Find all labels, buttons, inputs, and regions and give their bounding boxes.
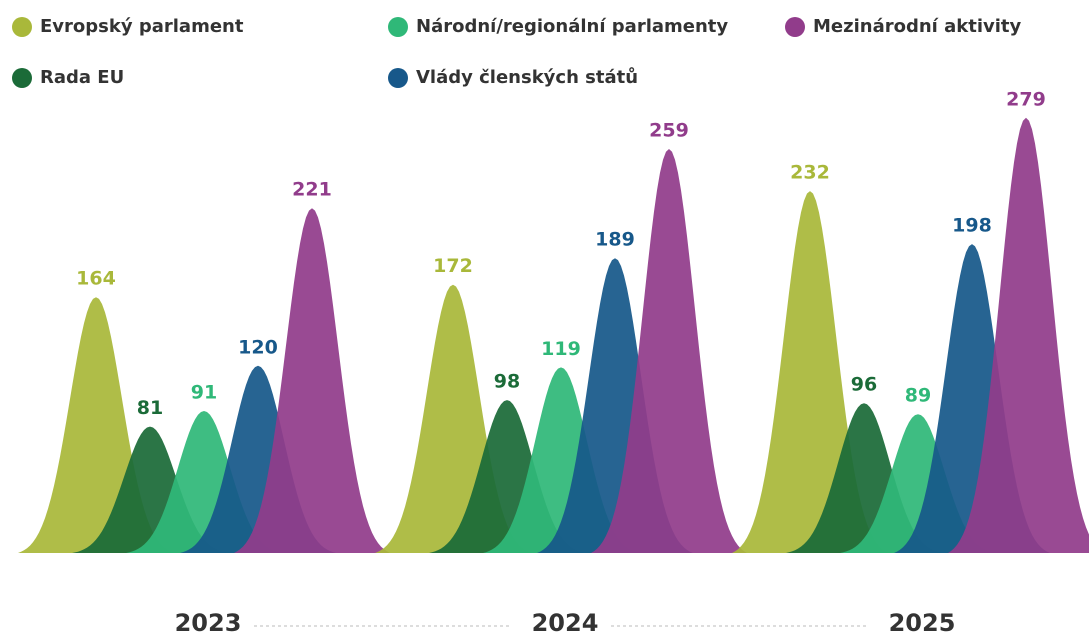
value-label: 119: [541, 338, 581, 360]
value-label: 198: [952, 215, 992, 237]
mountain: [948, 117, 1089, 553]
legend-label: Národní/regionální parlamenty: [416, 16, 728, 37]
value-label: 172: [433, 255, 473, 277]
legend-label: Vlády členských států: [416, 66, 638, 88]
value-label: 221: [292, 179, 332, 201]
x-tick-label: 2024: [532, 609, 599, 637]
value-label: 232: [790, 162, 830, 184]
value-label: 98: [494, 371, 520, 393]
legend-swatch: [388, 17, 408, 37]
value-label: 164: [76, 268, 116, 290]
value-label: 96: [851, 374, 877, 396]
x-tick-label: 2025: [889, 609, 956, 637]
legend-label: Evropský parlament: [40, 16, 244, 37]
legend-label: Rada EU: [40, 67, 124, 88]
legend-swatch: [12, 17, 32, 37]
legend-swatch: [388, 68, 408, 88]
legend-swatch: [785, 17, 805, 37]
value-label: 189: [595, 229, 635, 251]
value-label: 259: [649, 119, 689, 141]
value-label: 91: [191, 382, 217, 404]
value-label: 81: [137, 397, 163, 419]
mountain: [591, 149, 747, 553]
legend-swatch: [12, 68, 32, 88]
mountain: [234, 208, 390, 553]
value-label: 120: [238, 336, 278, 358]
x-tick-label: 2023: [175, 609, 242, 637]
value-label: 279: [1006, 88, 1046, 110]
value-label: 89: [905, 385, 931, 407]
legend-label: Mezinárodní aktivity: [813, 16, 1022, 37]
